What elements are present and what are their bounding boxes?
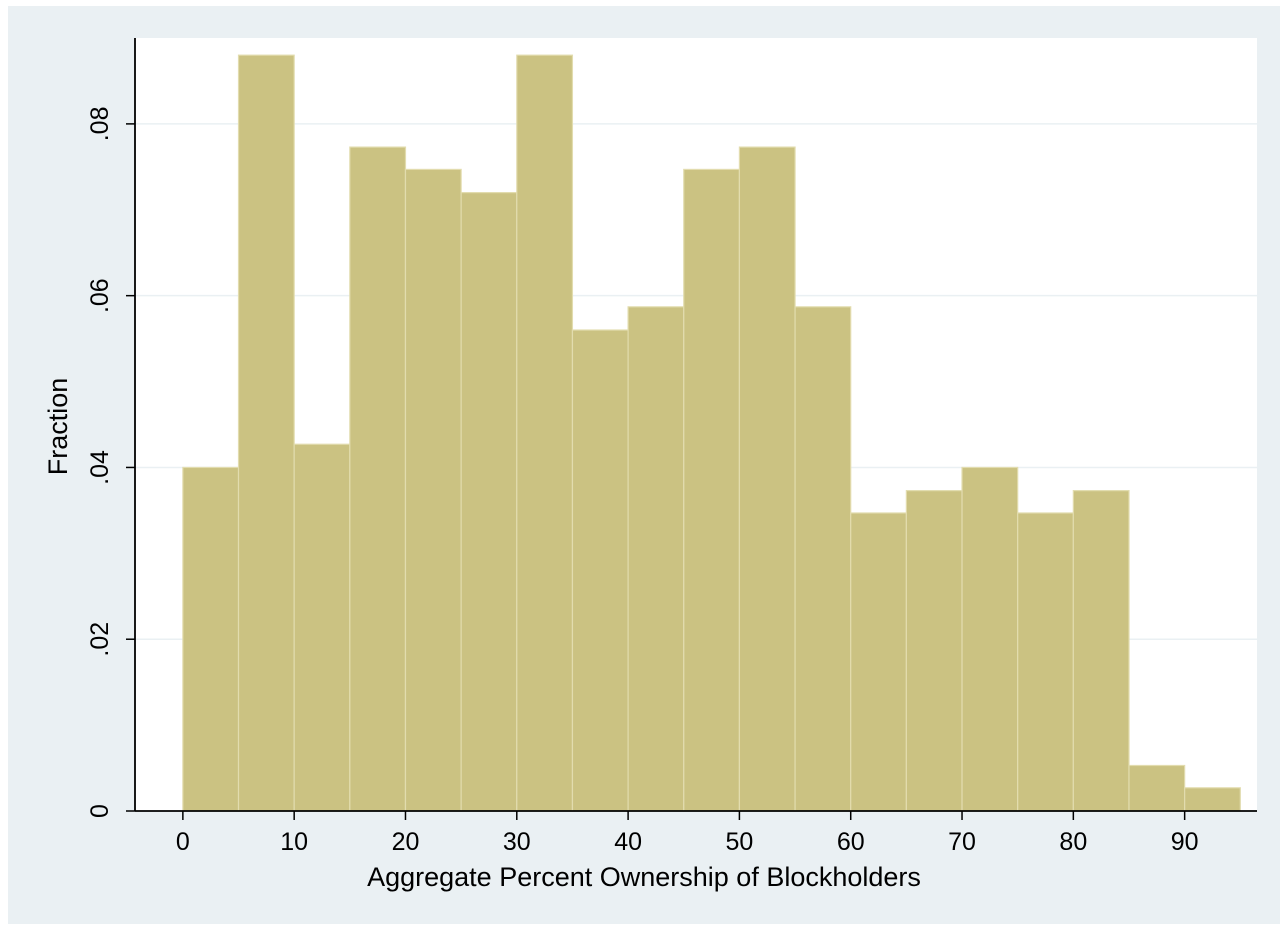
chart-frame: 0 10 20 30 40 50 60 70 80 90 0 .02 .04 .06 .08 Aggrega… [8, 6, 1280, 924]
axes [126, 38, 1257, 820]
histogram-bar [961, 466, 1019, 812]
y-tick-label: 0 [86, 804, 114, 818]
x-tick-label: 70 [948, 828, 976, 856]
histogram-bar [237, 54, 295, 812]
histogram-bar [1017, 512, 1074, 812]
y-tick-label: .04 [86, 450, 114, 485]
histogram-bar [182, 466, 240, 812]
tick-labels: 0 10 20 30 40 50 60 70 80 90 0 .02 .04 .06 .08 [86, 107, 1199, 856]
histogram-bar [627, 306, 685, 812]
x-tick-label: 90 [1171, 828, 1199, 856]
histogram-chart: 0 10 20 30 40 50 60 70 80 90 0 .02 .04 .06 .08 Aggrega… [43, 38, 1257, 892]
histogram-bar [571, 329, 629, 812]
x-axis-title: Aggregate Percent Ownership of Blockhold… [367, 862, 921, 892]
y-tick-label: .02 [86, 622, 114, 657]
y-axis-title: Fraction [43, 378, 73, 476]
y-tick-label: .06 [86, 278, 114, 313]
histogram-bar [349, 146, 407, 812]
histogram-bar [293, 443, 351, 812]
histogram-bar [683, 168, 741, 812]
histogram-bar [850, 512, 907, 812]
histogram-bar [1184, 787, 1241, 812]
x-tick-label: 0 [176, 828, 190, 856]
x-tick-label: 80 [1059, 828, 1087, 856]
histogram-bar [1128, 764, 1186, 812]
x-tick-label: 20 [392, 828, 420, 856]
histogram-bar [905, 490, 963, 812]
x-tick-label: 40 [614, 828, 642, 856]
y-tick-label: .08 [86, 107, 114, 142]
x-tick-label: 30 [503, 828, 531, 856]
histogram-bar [794, 306, 852, 812]
histogram-bar [460, 192, 518, 812]
x-tick-label: 50 [726, 828, 754, 856]
histogram-bar [738, 146, 796, 812]
x-tick-label: 60 [837, 828, 865, 856]
histogram-bar [516, 54, 574, 812]
histogram-bar [1072, 490, 1130, 812]
x-tick-label: 10 [280, 828, 308, 856]
histogram-bar [404, 168, 462, 812]
bars [182, 54, 1241, 812]
